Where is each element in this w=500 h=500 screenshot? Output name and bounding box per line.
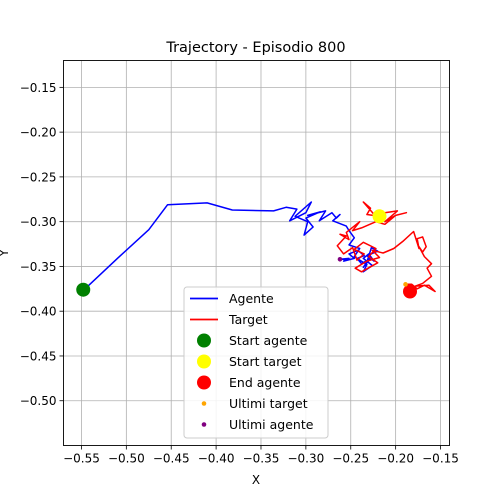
plot-frame [63,60,450,446]
marker-ultimi-agente [337,256,343,262]
series-line-target [336,201,436,293]
legend-label-ultimi-target: Ultimi target [229,396,308,411]
marker-ultimi-target [403,282,408,287]
legend-swatch-start-target [197,354,211,369]
legend-box [183,286,329,439]
x-tick-label: −0.20 [377,452,414,466]
y-tick-label: −0.35 [20,260,57,274]
series-layer [82,201,436,293]
legend: Agente Target Start agente Start target End … [183,286,329,439]
marker-end-agente [403,284,418,299]
x-tick-label: −0.40 [198,452,235,466]
marker-layer [76,209,418,299]
y-tick-label: −0.30 [20,215,57,229]
x-tick-label: −0.25 [332,452,369,466]
marker-start-agente [76,282,91,297]
x-axis-title: X [252,473,260,487]
x-tick-label: −0.50 [108,452,145,466]
marker-start-target [372,209,387,224]
y-tick-label: −0.25 [20,170,57,184]
legend-label-end-agente: End agente [229,375,301,390]
x-tick-label: −0.30 [287,452,324,466]
y-tick-label: −0.20 [20,126,57,140]
x-tick-label: −0.35 [243,452,280,466]
legend-label-start-target: Start target [229,354,302,369]
legend-label-start-agente: Start agente [229,333,308,348]
legend-swatch-start-agente [197,333,211,348]
legend-label-target: Target [228,312,268,327]
legend-swatch-ultimi-agente [201,422,207,427]
legend-label-ultimi-agente: Ultimi agente [229,417,314,432]
x-tick-label: −0.55 [63,452,100,466]
y-tick-label: −0.15 [20,81,57,95]
legend-swatch-end-agente [197,375,211,390]
legend-swatch-ultimi-target [201,401,207,406]
y-tick-label: −0.50 [20,394,57,408]
x-tick-label: −0.45 [153,452,190,466]
legend-label-agente: Agente [229,291,274,306]
x-tick-label: −0.15 [422,452,459,466]
y-tick-label: −0.40 [20,305,57,319]
tick-layer: −0.55 −0.50 −0.45 −0.40 −0.35 −0.30 −0.25 −0.20… [20,81,459,466]
y-tick-label: −0.45 [20,349,57,363]
chart-title: Trajectory - Episodio 800 [165,40,345,56]
y-axis-title: Y [0,249,11,258]
